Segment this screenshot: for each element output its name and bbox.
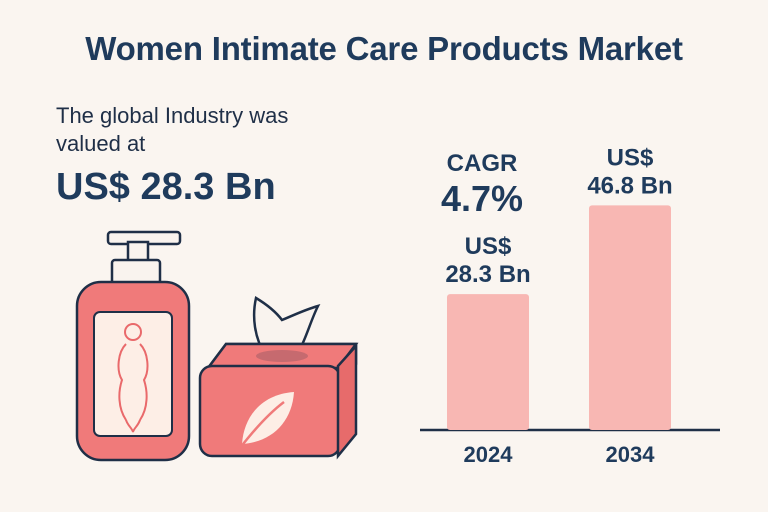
tissue-box-icon (198, 296, 359, 460)
x-tick-label-2024: 2024 (464, 442, 514, 467)
intro-value: US$ 28.3 Bn (56, 166, 276, 208)
lotion-bottle-icon (75, 230, 191, 462)
page-title: Women Intimate Care Products Market (85, 30, 683, 67)
product-illustration (75, 230, 359, 462)
cagr-annotation: CAGR 4.7% (432, 150, 532, 220)
female-silhouette-icon (117, 323, 149, 433)
x-tick-label-2034: 2034 (606, 442, 656, 467)
cagr-value: 4.7% (440, 178, 524, 219)
intro-text: The global Industry was valued at (56, 103, 289, 156)
leaf-icon (239, 392, 294, 449)
data-label-2034-line2: 46.8 Bn (587, 172, 672, 199)
data-label-2034-line1: US$ (607, 144, 654, 171)
data-label-2024-line2: 28.3 Bn (445, 261, 530, 288)
bar-2024 (447, 294, 529, 430)
data-label-2024-line1: US$ (465, 233, 512, 260)
cagr-label: CAGR (446, 150, 518, 177)
bar-2034 (589, 205, 671, 430)
